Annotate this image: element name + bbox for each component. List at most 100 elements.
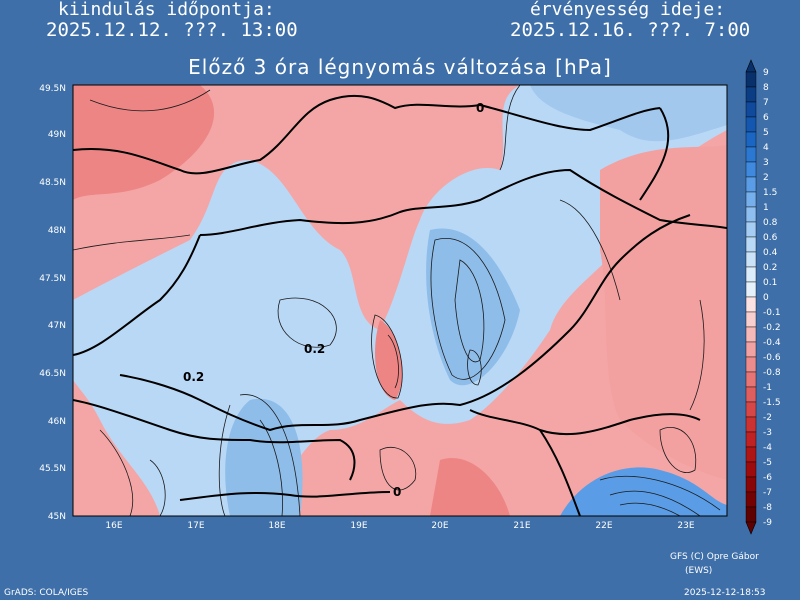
colorbar-swatch: [745, 416, 757, 433]
positive-core-north: [530, 85, 727, 142]
colorbar-level-label: 1: [763, 203, 769, 213]
colorbar-swatch: [745, 101, 757, 118]
lon-label: 20E: [431, 521, 448, 531]
lat-label: 46.5N: [39, 369, 66, 379]
map-frame: [72, 84, 728, 517]
colorbar-swatch: [745, 191, 757, 208]
colorbar-level-label: -2: [763, 413, 772, 423]
colorbar-level-label: -0.4: [763, 338, 781, 348]
colorbar-swatch: [745, 311, 757, 328]
colorbar-level-label: 0.4: [763, 248, 778, 258]
credit-text: GFS (C) Opre Gábor: [670, 552, 759, 562]
colorbar-level-label: 1.5: [763, 188, 777, 198]
positive-area: [73, 85, 727, 516]
lat-label: 46N: [48, 417, 66, 427]
colorbar-level-label: -1: [763, 383, 772, 393]
colorbar-swatch: [745, 296, 757, 313]
colorbar-swatch: [745, 386, 757, 403]
colorbar-swatch: [745, 71, 757, 88]
colorbar-swatch: [745, 491, 757, 508]
colorbar-swatch: [745, 476, 757, 493]
colorbar-swatch: [745, 326, 757, 343]
colorbar-level-label: 0: [763, 293, 769, 303]
colorbar-level-label: 6: [763, 113, 769, 123]
colorbar-level-label: -8: [763, 503, 772, 513]
colorbar-level-label: -0.2: [763, 323, 781, 333]
grads-label: GrADS: COLA/IGES: [4, 588, 89, 598]
colorbar-level-label: 2: [763, 173, 769, 183]
lon-label: 17E: [187, 521, 204, 531]
colorbar-swatch: [745, 236, 757, 253]
contour-label: 0.2: [183, 370, 204, 384]
colorbar-swatch: [745, 176, 757, 193]
contour-label: 0.2: [304, 342, 325, 356]
colorbar-swatch: [745, 371, 757, 388]
colorbar-swatch: [745, 356, 757, 373]
colorbar-level-label: 9: [763, 68, 769, 78]
negative-area-east: [600, 145, 727, 480]
latitude-labels: 49.5N 49N 48.5N 48N 47.5N 47N 46.5N 46N …: [39, 84, 66, 522]
render-timestamp: 2025-12-12-18:53: [684, 588, 766, 598]
colorbar-swatch: [745, 206, 757, 223]
lat-label: 48.5N: [39, 178, 66, 188]
colorbar-level-label: 7: [763, 98, 769, 108]
map-field: 0 0.2 0.2 0: [73, 85, 727, 516]
negative-core-center: [375, 320, 403, 400]
contour-lines: [73, 85, 721, 516]
colorbar-level-label: 3: [763, 158, 769, 168]
colorbar-swatch: [745, 221, 757, 238]
lat-label: 47N: [48, 321, 66, 331]
country-borders: [73, 94, 727, 516]
lat-label: 45.5N: [39, 464, 66, 474]
colorbar-level-label: 0.1: [763, 278, 777, 288]
colorbar-level-label: -4: [763, 443, 772, 453]
lon-label: 21E: [513, 521, 530, 531]
lon-label: 16E: [105, 521, 122, 531]
colorbar-level-label: 0.2: [763, 263, 777, 273]
contour-label: 0: [393, 485, 401, 499]
colorbar-swatch: [745, 146, 757, 163]
colorbar-level-label: -0.8: [763, 368, 781, 378]
colorbar-level-label: 0.8: [763, 218, 778, 228]
lon-label: 18E: [268, 521, 285, 531]
colorbar-swatch: [745, 266, 757, 283]
colorbar-level-label: -1.5: [763, 398, 781, 408]
colorbar-level-label: -3: [763, 428, 772, 438]
colorbar-swatch: [745, 431, 757, 448]
colorbar-level-label: -9: [763, 518, 772, 528]
colorbar-level-label: -0.1: [763, 308, 781, 318]
colorbar-level-label: 0.6: [763, 233, 778, 243]
colorbar-level-label: 4: [763, 143, 769, 153]
contour-label: 0: [476, 101, 484, 115]
colorbar-level-label: -0.6: [763, 353, 781, 363]
colorbar-swatch: [745, 341, 757, 358]
lon-label: 23E: [677, 521, 694, 531]
longitude-labels: 16E 17E 18E 19E 20E 21E 22E 23E: [105, 521, 694, 531]
valid-time-label: érvényesség ideje:: [530, 0, 726, 20]
start-time-label: kiindulás időpontja:: [58, 0, 275, 20]
colorbar-level-label: 5: [763, 128, 769, 138]
colorbar-level-label: -7: [763, 488, 772, 498]
colorbar-level-label: -5: [763, 458, 772, 468]
negative-core-nw: [73, 85, 215, 200]
colorbar-swatch: [745, 86, 757, 103]
colorbar-swatch: [745, 281, 757, 298]
colorbar-level-label: -6: [763, 473, 772, 483]
colorbar-swatch: [745, 131, 757, 148]
lat-label: 45N: [48, 512, 66, 522]
negative-core-south: [430, 458, 510, 516]
valid-time-value: 2025.12.16. ???. 7:00: [510, 19, 751, 41]
credit-subtext: (EWS): [685, 566, 713, 576]
start-time-value: 2025.12.12. ???. 13:00: [46, 19, 298, 41]
lon-label: 19E: [350, 521, 367, 531]
lat-label: 48N: [48, 226, 66, 236]
positive-core-south: [225, 398, 303, 516]
colorbar-arrow-up: [745, 59, 757, 73]
colorbar-swatch: [745, 251, 757, 268]
colorbar-swatch: [745, 446, 757, 463]
colorbar: 9 8 7 6 5 4 3 2 1.5 1 0.8 0.6 0.4 0.2 0.1 0 -0.1 -0.2 -0.4…: [745, 59, 781, 535]
colorbar-swatch: [745, 401, 757, 418]
map-title: Előző 3 óra légnyomás változása [hPa]: [188, 55, 612, 79]
lat-label: 49.5N: [39, 84, 66, 94]
